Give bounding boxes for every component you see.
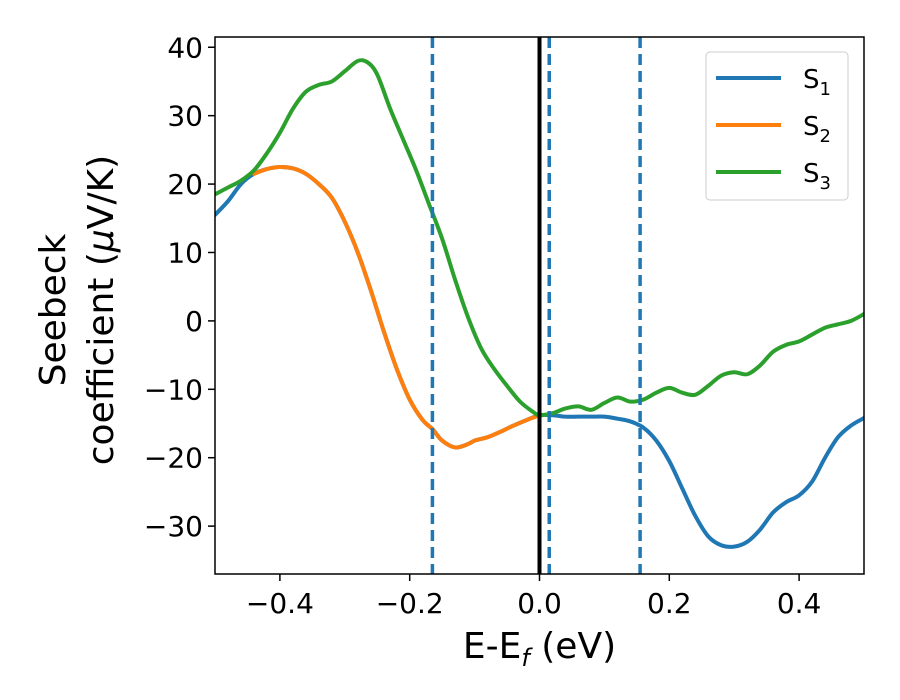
series-layer [215,58,864,549]
y-tick-label: −20 [144,442,203,475]
y-tick-label: 40 [167,31,203,64]
legend-label-s2: S2 [803,112,831,147]
x-axis-label-main: E-E [463,626,521,667]
y-tick-label: 0 [185,305,203,338]
y-axis-label-mu: μ [81,229,122,253]
y-tick-label: 30 [167,100,203,133]
y-axis-label-line1: Seebeck [33,233,74,386]
legend-label-s2-main: S [803,112,820,142]
y-tick-label: 20 [167,168,203,201]
vline-layer [430,37,642,574]
y-tick-label: −10 [144,373,203,406]
y-axis-label-line2-prefix: coefficient ( [81,252,122,465]
legend: S1 S2 S3 [705,51,849,201]
legend-label-s3-main: S [803,159,820,189]
legend-label-s3: S3 [803,159,831,194]
y-axis-label-line2-suffix: V/K) [81,155,122,229]
x-axis-ticks: −0.4 −0.2 0.0 0.2 0.4 [246,574,821,620]
x-axis-label: E-Ef (eV) [463,626,616,672]
x-axis-label-tail: (eV) [530,626,616,667]
x-tick-label: −0.4 [246,587,314,620]
legend-label-s1-main: S [803,65,820,95]
series-line-s2 [251,164,542,450]
y-tick-label: 10 [167,236,203,269]
x-tick-label: −0.2 [376,587,444,620]
y-axis-label: Seebeck coefficient (μV/K) [33,155,122,465]
legend-label-s2-sub: 2 [820,126,831,147]
y-axis-ticks: −30 −20 −10 0 10 20 30 40 [144,31,215,543]
x-tick-label: 0.0 [517,587,562,620]
legend-label-s3-sub: 3 [820,173,831,194]
x-tick-label: 0.4 [777,587,822,620]
x-tick-label: 0.2 [647,587,692,620]
series-line-s3 [215,58,864,418]
y-axis-label-line2: coefficient (μV/K) [81,155,122,465]
legend-label-s1-sub: 1 [820,79,831,100]
legend-label-s1: S1 [803,65,831,100]
y-tick-label: −30 [144,510,203,543]
